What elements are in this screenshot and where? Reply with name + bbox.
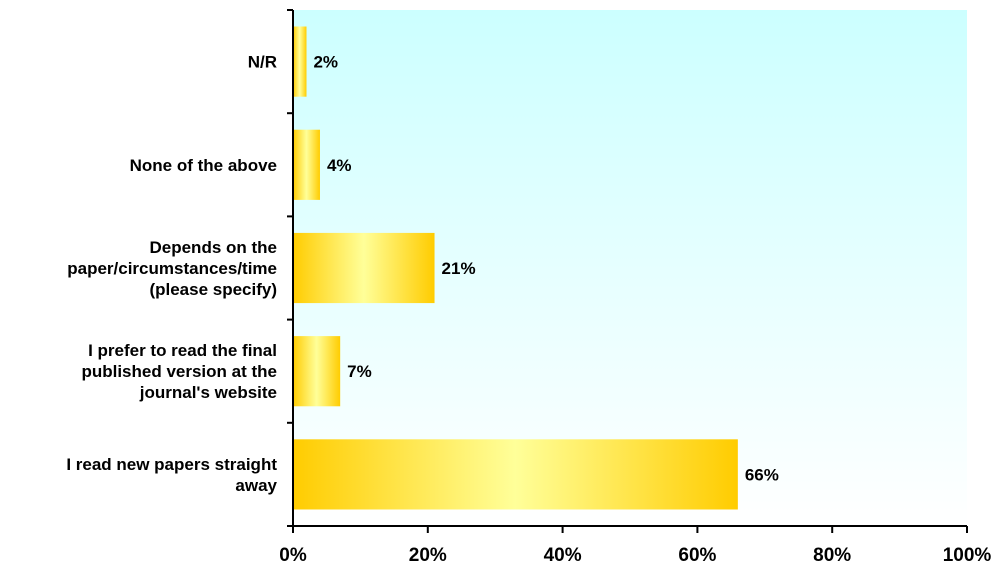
bar-1 (293, 129, 320, 200)
category-label-line: journal's website (139, 383, 277, 402)
category-label-line: I prefer to read the final (88, 341, 277, 360)
data-label-0: 2% (313, 53, 338, 72)
category-label-line: paper/circumstances/time (67, 259, 277, 278)
x-tick-label-5: 100% (943, 545, 992, 566)
data-label-3: 7% (347, 362, 372, 381)
category-label-line: (please specify) (149, 280, 277, 299)
data-label-4: 66% (745, 465, 779, 484)
category-label-line: N/R (248, 53, 277, 72)
x-tick-label-1: 20% (409, 545, 447, 566)
category-label-3: I prefer to read the final published vers… (81, 341, 277, 402)
data-label-2: 21% (442, 259, 476, 278)
category-label-2: Depends on the paper/circumstances/time (p… (67, 238, 277, 299)
data-label-1: 4% (327, 156, 352, 175)
category-label-line: None of the above (130, 156, 277, 175)
bars-layer: 2% 4% 21% 7% 66% (293, 26, 779, 510)
bar-0 (293, 26, 307, 97)
category-label-line: published version at the (81, 362, 277, 381)
bar-2 (293, 232, 435, 304)
category-label-1: None of the above (130, 156, 277, 175)
bar-3 (293, 336, 341, 407)
x-tick-label-4: 80% (813, 545, 851, 566)
bar-4 (293, 439, 738, 510)
x-tick-label-3: 60% (678, 545, 716, 566)
x-tick-label-0: 0% (279, 545, 307, 566)
category-label-line: away (235, 476, 277, 495)
category-label-0: N/R (248, 53, 277, 72)
x-tick-label-2: 40% (544, 545, 582, 566)
category-labels: N/R None of the above Depends on the paper/… (66, 53, 277, 495)
axes: 0% 20% 40% 60% 80% 100% (279, 9, 992, 566)
category-label-line: I read new papers straight (66, 455, 277, 474)
category-label-4: I read new papers straight away (66, 455, 277, 495)
category-label-line: Depends on the (149, 238, 277, 257)
